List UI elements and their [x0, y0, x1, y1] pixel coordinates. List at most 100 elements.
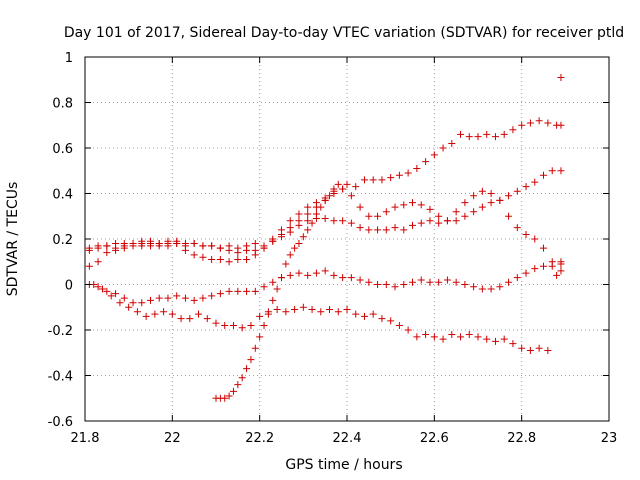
data-point [430, 333, 438, 341]
data-point [103, 249, 111, 257]
data-point [548, 262, 556, 270]
data-point [417, 276, 425, 284]
data-point [553, 271, 561, 279]
data-point [513, 274, 521, 282]
data-point [505, 192, 513, 200]
x-tick-label: 22 [164, 431, 181, 446]
data-point [387, 174, 395, 182]
data-point [256, 333, 264, 341]
data-point [282, 308, 290, 316]
data-point [147, 296, 154, 304]
data-point [374, 226, 382, 234]
data-point [522, 230, 530, 238]
data-point [470, 283, 478, 291]
data-point [496, 283, 504, 291]
plot-frame [84, 56, 610, 422]
data-point [409, 278, 416, 286]
data-point [526, 119, 534, 127]
y-tick-label: -0.2 [48, 324, 73, 339]
data-point [409, 199, 416, 207]
data-point [413, 333, 421, 341]
data-point [382, 226, 390, 234]
data-point [260, 244, 268, 252]
data-point [378, 315, 386, 323]
data-point [500, 130, 508, 138]
y-tick-label: 1 [65, 51, 73, 66]
data-point [203, 315, 211, 323]
data-point [365, 278, 373, 286]
grid-lines [85, 57, 609, 421]
data-point [457, 333, 465, 341]
data-point [286, 217, 294, 225]
data-point [229, 321, 237, 329]
data-point [286, 251, 294, 259]
data-point [260, 321, 268, 329]
data-point [487, 190, 495, 197]
data-point [260, 283, 268, 291]
data-point [238, 324, 246, 332]
data-point [221, 321, 229, 329]
data-point [531, 178, 539, 186]
data-point [190, 240, 198, 248]
data-point [112, 246, 120, 254]
data-point [138, 299, 146, 307]
y-tick-label: 0.4 [52, 188, 73, 203]
data-point [522, 183, 530, 191]
data-point [278, 226, 285, 234]
data-point [234, 249, 242, 257]
data-point [360, 312, 368, 320]
data-point [326, 306, 334, 314]
data-points [85, 73, 565, 402]
data-point [251, 287, 259, 295]
data-point [103, 287, 111, 295]
x-tick-label: 22.6 [420, 431, 449, 446]
data-point [365, 226, 373, 234]
data-point [103, 242, 111, 250]
data-point [426, 217, 434, 225]
x-tick-label: 22.2 [245, 431, 274, 446]
data-point [365, 212, 373, 220]
data-point [369, 176, 377, 184]
data-point [452, 208, 460, 216]
data-point [177, 315, 185, 323]
data-point [317, 203, 325, 211]
data-point [147, 237, 154, 245]
data-point [225, 287, 233, 295]
data-point [286, 228, 294, 236]
data-point [483, 130, 491, 138]
data-point [138, 237, 146, 245]
series-track-E [90, 281, 552, 354]
data-point [483, 335, 491, 343]
data-point [522, 269, 530, 277]
data-point [304, 203, 312, 211]
data-point [295, 240, 303, 248]
series-track-F [212, 180, 342, 402]
data-point [299, 233, 307, 241]
y-axis-label: SDTVAR / TECUs [5, 182, 21, 297]
data-point [513, 224, 521, 232]
data-point [382, 208, 390, 216]
data-point [360, 176, 368, 184]
data-point [478, 203, 486, 211]
data-point [190, 296, 198, 304]
data-point [151, 310, 159, 318]
data-point [190, 251, 198, 259]
data-point [505, 278, 513, 286]
data-point [557, 73, 565, 81]
data-point [330, 271, 338, 279]
data-point [264, 310, 272, 318]
data-point [330, 217, 338, 225]
y-tick-label: -0.4 [48, 370, 73, 385]
data-point [234, 381, 242, 389]
data-point [199, 253, 207, 261]
data-point [120, 294, 128, 302]
data-point [422, 331, 430, 339]
x-axis-label: GPS time / hours [285, 457, 402, 473]
data-point [243, 365, 251, 373]
data-point [225, 258, 233, 266]
data-point [133, 308, 141, 316]
data-point [247, 321, 255, 329]
data-point [168, 310, 176, 318]
data-point [518, 121, 526, 129]
